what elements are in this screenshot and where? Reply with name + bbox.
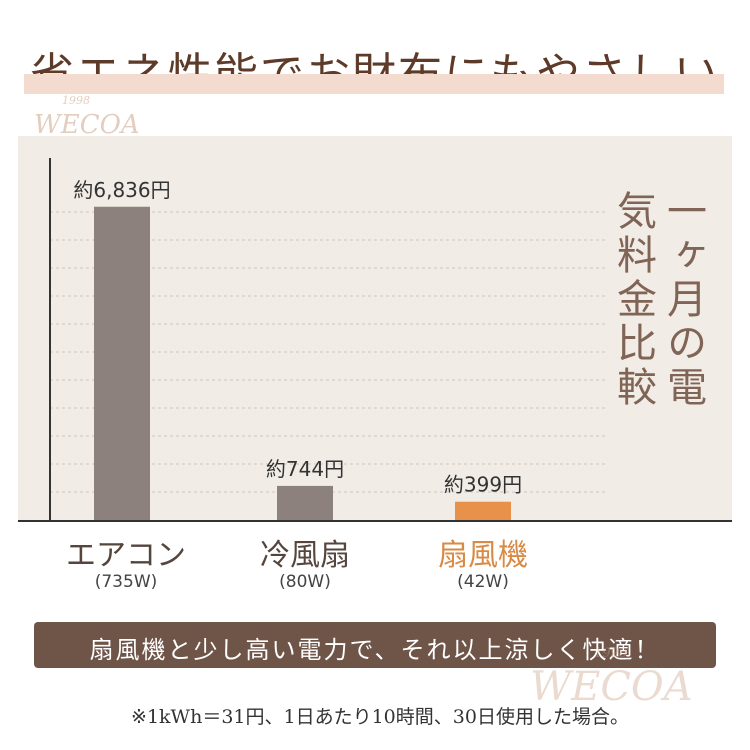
watermark-logo: 1998 WECOA xyxy=(520,600,745,720)
bar-value-label-3: 約399円 xyxy=(444,473,522,497)
category-label-aircon: エアコン xyxy=(66,538,186,573)
bar-2 xyxy=(277,485,333,520)
watermark-year: 1998 xyxy=(594,646,628,661)
logo-wordmark: WECOA xyxy=(34,110,140,140)
promo-banner: 扇風機と少し高い電力で、それ以上涼しく快適！ xyxy=(34,622,716,668)
chart-side-caption: 一ヶ月の電気料金比較 xyxy=(610,190,706,410)
bar-value-label-1: 約6,836円 xyxy=(73,178,170,202)
category-label-cooler: 冷風扇 xyxy=(260,538,350,573)
category-label-fan: 扇風機 xyxy=(438,538,528,573)
footnote: ※1kWh＝31円、1日あたり10時間、30日使用した場合。 xyxy=(131,706,629,728)
category-sublabel-fan: (42W) xyxy=(457,572,509,592)
chart-panel: 約6,836円約744円約399円 xyxy=(18,136,732,522)
title-underline-band xyxy=(24,74,724,94)
category-sublabel-aircon: (735W) xyxy=(94,572,158,592)
bar-3 xyxy=(455,501,511,520)
brand-logo: 1998 WECOA xyxy=(28,94,168,154)
category-sublabel-cooler: (80W) xyxy=(279,572,331,592)
bar-value-label-2: 約744円 xyxy=(266,457,344,481)
logo-year: 1998 xyxy=(62,94,90,107)
bar-1 xyxy=(94,206,150,520)
watermark-wordmark: WECOA xyxy=(530,664,693,710)
promo-banner-text: 扇風機と少し高い電力で、それ以上涼しく快適！ xyxy=(89,636,661,664)
